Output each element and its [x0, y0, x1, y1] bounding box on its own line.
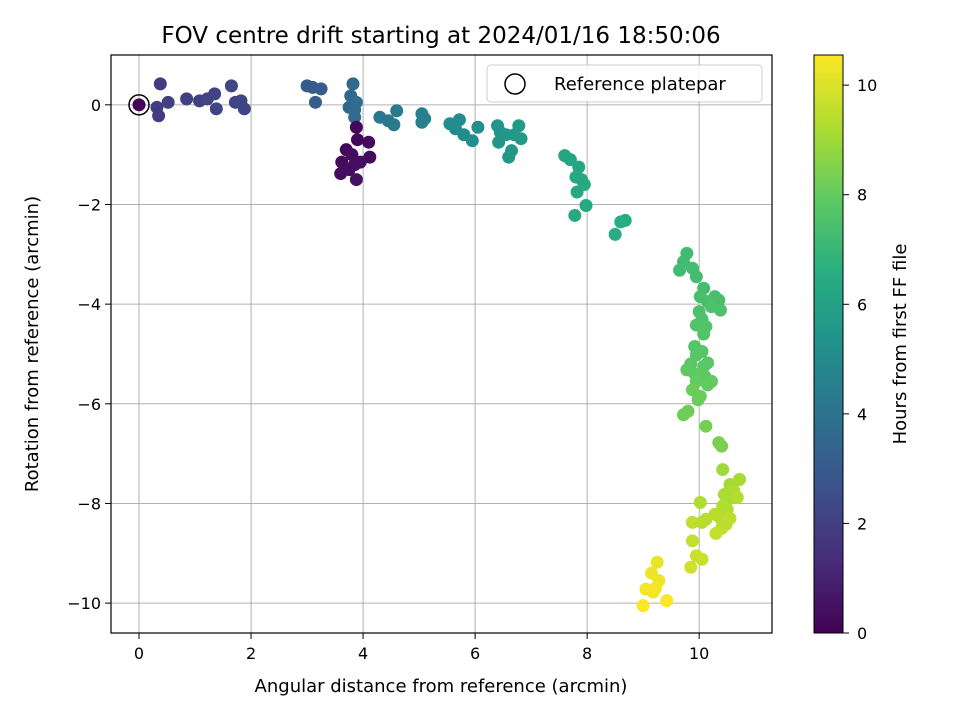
- data-point: [681, 404, 695, 418]
- y-axis-label: Rotation from reference (arcmin): [22, 196, 43, 492]
- data-point: [695, 515, 709, 529]
- data-point: [452, 113, 466, 127]
- data-point: [514, 132, 528, 146]
- x-tick-label: 6: [470, 644, 480, 663]
- data-point: [224, 79, 238, 93]
- data-point: [161, 95, 175, 109]
- x-tick-label: 2: [246, 644, 256, 663]
- data-point: [209, 102, 223, 116]
- colorbar: [813, 54, 844, 634]
- data-point: [362, 135, 376, 149]
- data-point: [363, 150, 377, 164]
- data-point: [730, 490, 744, 504]
- data-point: [353, 155, 367, 169]
- y-tick-label: −4: [77, 295, 101, 314]
- data-point: [646, 585, 660, 599]
- legend-marker: [504, 73, 526, 95]
- data-point: [685, 534, 699, 548]
- data-point: [660, 594, 674, 608]
- data-point: [180, 92, 194, 106]
- y-tick-label: 0: [91, 96, 101, 115]
- x-tick-label: 10: [689, 644, 709, 663]
- data-point: [570, 185, 584, 199]
- data-point: [699, 419, 713, 433]
- legend-box: [486, 64, 763, 103]
- y-tick-label: −10: [67, 594, 101, 613]
- chart-title: FOV centre drift starting at 2024/01/16 …: [161, 23, 720, 49]
- data-point: [701, 356, 715, 370]
- data-point: [345, 148, 359, 162]
- data-point: [349, 120, 363, 134]
- data-point: [693, 495, 707, 509]
- x-axis-ticks: 0 2 4 6 8 10: [134, 633, 709, 663]
- data-point: [349, 173, 363, 187]
- data-point: [701, 378, 715, 392]
- data-point: [415, 115, 429, 129]
- data-point: [346, 77, 360, 91]
- colorbar-tick-label: 2: [857, 514, 867, 533]
- plot-frame: [110, 54, 773, 634]
- data-point: [505, 144, 519, 158]
- data-point: [350, 133, 364, 147]
- x-tick-label: 8: [582, 644, 592, 663]
- y-tick-label: −6: [77, 395, 101, 414]
- data-point: [314, 82, 328, 96]
- colorbar-tick-label: 0: [857, 624, 867, 643]
- data-point: [348, 110, 362, 124]
- x-axis-label: Angular distance from reference (arcmin): [255, 676, 628, 697]
- data-point: [471, 120, 485, 134]
- data-point: [684, 560, 698, 574]
- x-tick-label: 4: [358, 644, 368, 663]
- data-point: [153, 77, 167, 91]
- data-point: [387, 118, 401, 132]
- y-axis-ticks: 0 −2 −4 −6 −8 −10: [67, 96, 111, 613]
- data-point: [342, 163, 356, 177]
- data-point: [715, 439, 729, 453]
- x-tick-label: 0: [134, 644, 144, 663]
- data-point: [572, 160, 586, 174]
- data-point: [608, 227, 622, 241]
- data-point: [349, 95, 363, 109]
- data-point: [568, 208, 582, 222]
- data-point: [465, 134, 479, 148]
- scatter-points: [128, 77, 747, 613]
- data-point: [512, 119, 526, 133]
- data-point: [697, 327, 711, 341]
- data-point: [152, 109, 166, 123]
- data-point: [695, 552, 709, 566]
- data-point: [579, 198, 593, 212]
- y-tick-label: −8: [77, 494, 101, 513]
- data-point: [673, 263, 687, 277]
- data-point: [709, 526, 723, 540]
- data-point: [689, 270, 703, 284]
- grid-lines: [111, 55, 772, 633]
- y-tick-label: −2: [77, 195, 101, 214]
- reference-marker: [128, 94, 150, 116]
- data-point: [618, 213, 632, 227]
- data-point: [689, 318, 703, 332]
- data-point: [650, 555, 664, 569]
- data-point: [563, 153, 577, 167]
- colorbar-label: Hours from first FF file: [890, 244, 911, 445]
- data-point: [308, 95, 322, 109]
- data-point: [390, 104, 404, 118]
- data-point: [695, 344, 709, 358]
- data-point: [716, 463, 730, 477]
- colorbar-tick-label: 6: [857, 295, 867, 314]
- colorbar-tick-label: 10: [857, 76, 877, 95]
- data-point: [705, 300, 719, 314]
- data-point: [636, 599, 650, 613]
- colorbar-tick-label: 4: [857, 405, 867, 424]
- data-point: [208, 87, 222, 101]
- legend: Reference platepar: [486, 64, 763, 103]
- data-point: [685, 515, 699, 529]
- data-point: [691, 393, 705, 407]
- colorbar-ticks: 0 2 4 6 8 10: [843, 76, 877, 643]
- data-point: [733, 473, 747, 487]
- colorbar-tick-label: 8: [857, 186, 867, 205]
- legend-label: Reference platepar: [554, 74, 726, 95]
- data-point: [132, 98, 146, 112]
- data-point: [237, 102, 251, 116]
